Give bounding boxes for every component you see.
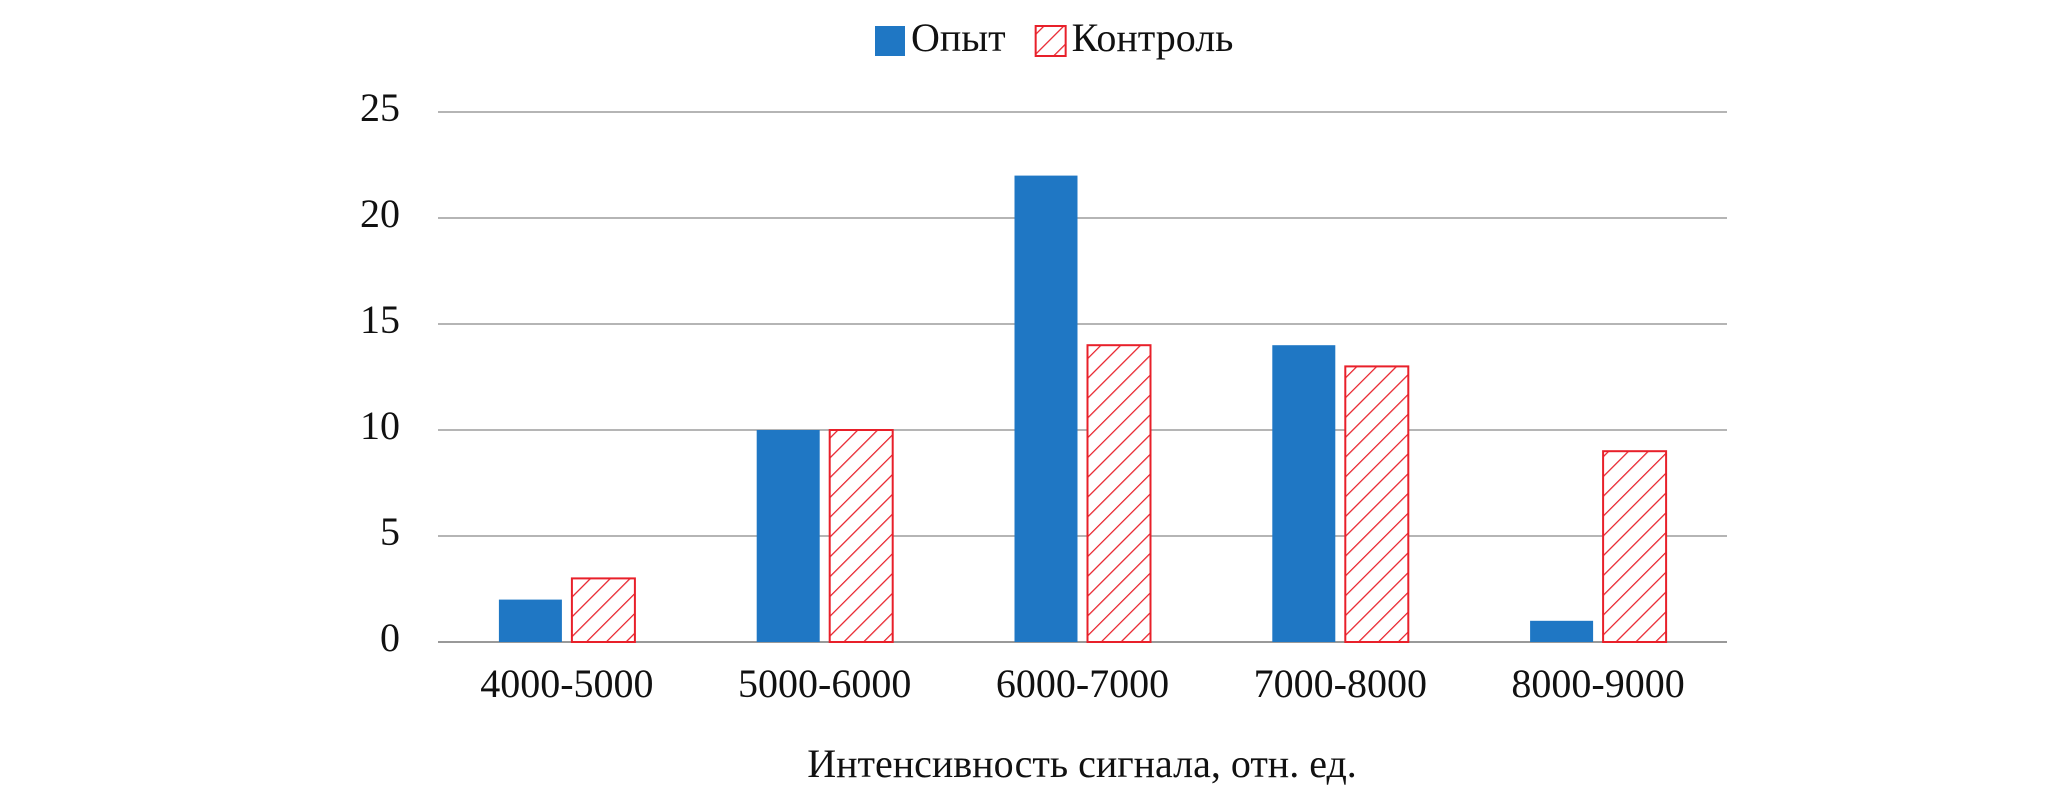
y-tick-label: 15	[360, 297, 400, 342]
x-tick-label: 8000-9000	[1511, 661, 1684, 706]
bar	[1014, 175, 1078, 642]
bar	[1272, 345, 1336, 642]
legend-label: Контроль	[1072, 15, 1234, 60]
bar	[828, 429, 894, 643]
y-tick-label: 20	[360, 191, 400, 236]
bar	[498, 599, 562, 642]
bar	[1344, 365, 1410, 643]
x-tick-label: 7000-8000	[1254, 661, 1427, 706]
y-tick-label: 10	[360, 403, 400, 448]
x-axis-label: Интенсивность сигнала, отн. ед.	[807, 741, 1357, 786]
y-tick-label: 5	[380, 509, 400, 554]
legend-swatch	[1034, 25, 1067, 57]
bar	[1086, 344, 1152, 643]
x-tick-label: 6000-7000	[996, 661, 1169, 706]
bar	[1602, 450, 1668, 644]
bar	[1530, 620, 1594, 642]
y-tick-label: 0	[380, 615, 400, 660]
legend-swatch	[875, 26, 905, 56]
x-tick-label: 5000-6000	[738, 661, 911, 706]
bar	[756, 430, 820, 642]
bar	[570, 577, 636, 644]
x-tick-label: 4000-5000	[480, 661, 653, 706]
legend-label: Опыт	[911, 15, 1006, 60]
y-tick-label: 25	[360, 85, 400, 130]
